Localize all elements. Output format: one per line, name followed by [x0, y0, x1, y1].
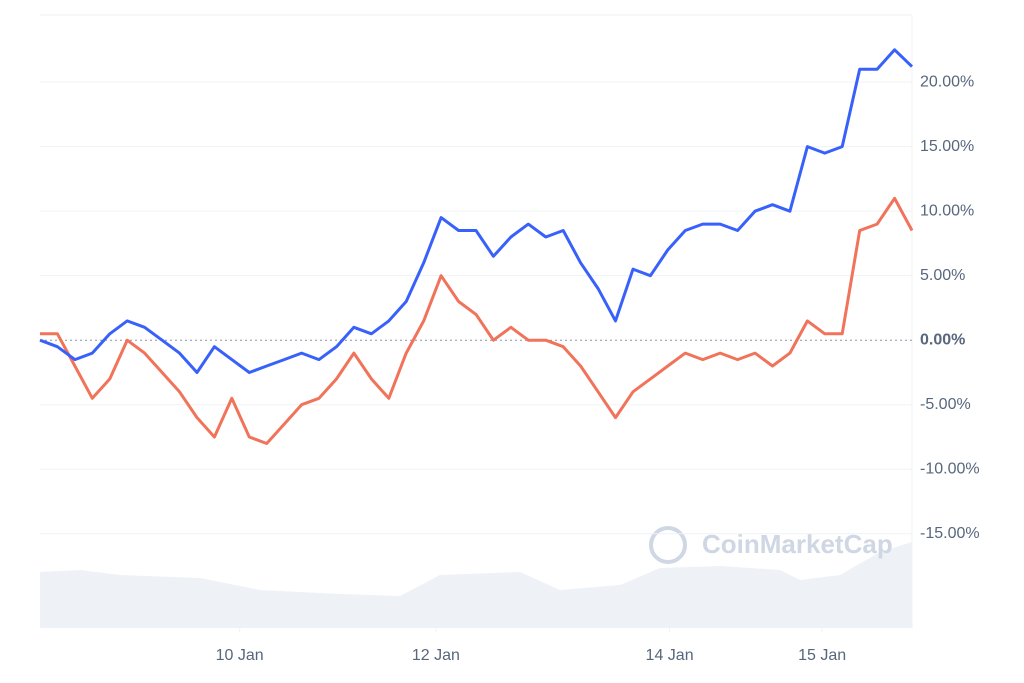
line-series — [39, 48, 914, 374]
watermark-logo — [649, 526, 687, 564]
volume-area — [40, 542, 912, 628]
y-tick-label: 15.00% — [920, 138, 974, 155]
y-tick-label: 20.00% — [920, 73, 974, 90]
y-tick-label: 5.00% — [920, 267, 965, 284]
y-tick-label: -10.00% — [920, 460, 980, 477]
line-series — [40, 196, 914, 445]
x-tick-label: 14 Jan — [646, 647, 694, 664]
x-tick-label: 15 Jan — [798, 647, 846, 664]
x-tick-label: 10 Jan — [216, 647, 264, 664]
y-tick-label: 0.00% — [920, 331, 965, 348]
x-tick-label: 12 Jan — [412, 647, 460, 664]
y-tick-label: -15.00% — [920, 525, 980, 542]
y-tick-label: 10.00% — [920, 202, 974, 219]
y-tick-label: -5.00% — [920, 396, 971, 413]
